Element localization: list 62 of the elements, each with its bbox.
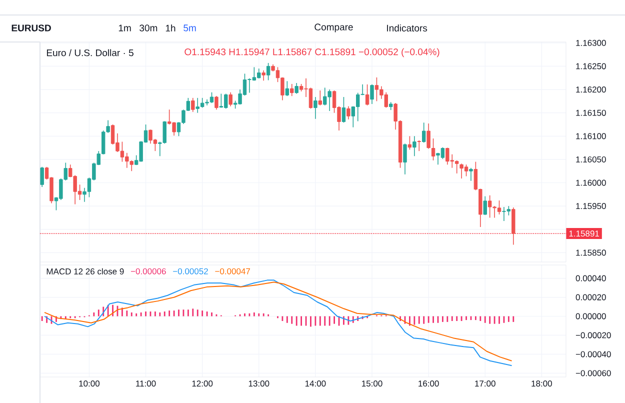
x-tick-label: 10:00 — [79, 380, 100, 387]
candlestick — [214, 96, 218, 110]
x-tick-label: 18:00 — [532, 380, 552, 387]
y-tick-label: −0.00060 — [576, 370, 611, 376]
x-tick-label: 11:00 — [136, 380, 156, 387]
y-tick-label: 1.15850 — [576, 250, 606, 256]
candlestick — [346, 106, 350, 120]
y-tick-label: −0.00040 — [576, 351, 611, 358]
text: O1.15943 H1.15947 L1.15867 C1.15891 −0.00052 (−0.04%) — [184, 48, 440, 58]
x-tick-label: 12:00 — [192, 380, 213, 387]
ref-line-label: 1.15891 — [569, 230, 599, 237]
y-tick-label: 1.16200 — [576, 86, 606, 93]
x-tick-label: 17:00 — [475, 380, 496, 387]
candlestick — [294, 82, 298, 94]
series-label: −0.00047 — [215, 268, 250, 274]
text: 1m — [118, 24, 131, 32]
candlestick — [426, 123, 430, 150]
y-tick-label: 0.00020 — [576, 294, 606, 300]
candlestick — [431, 138, 436, 161]
candlestick — [40, 166, 44, 188]
x-tick-label: 13:00 — [248, 380, 270, 387]
candlestick — [228, 92, 232, 107]
candlestick — [266, 62, 270, 81]
candlestick — [290, 84, 294, 96]
y-tick-label: 1.16000 — [576, 180, 606, 186]
text: −0.00006 — [130, 268, 166, 274]
y-tick-label: 1.15950 — [576, 203, 606, 210]
text: 1h — [166, 24, 176, 32]
text: EURUSD — [12, 24, 51, 32]
candlestick — [318, 90, 322, 106]
text: Compare — [314, 24, 353, 32]
text: Euro / U.S. Dollar · 5 — [46, 49, 134, 56]
candlestick — [422, 122, 426, 144]
candlestick — [191, 98, 195, 112]
x-tick-label: 16:00 — [418, 380, 439, 387]
y-tick-label: 1.16100 — [576, 133, 606, 140]
candlestick — [365, 84, 370, 106]
candlestick — [469, 167, 473, 182]
y-tick-label: 1.16050 — [576, 156, 606, 162]
x-tick-label: 15:00 — [362, 380, 382, 387]
candlestick — [412, 136, 416, 157]
y-tick-label: 1.16150 — [576, 110, 606, 116]
y-tick-label: 0.00000 — [576, 313, 606, 320]
series-label: −0.00052 — [173, 268, 208, 274]
candlestick — [483, 196, 487, 216]
candlestick — [408, 136, 412, 150]
candlestick — [285, 80, 290, 96]
x-tick-label: 14:00 — [305, 380, 326, 387]
text: 5m — [184, 24, 196, 32]
candlestick — [262, 70, 266, 82]
candlestick — [417, 140, 421, 152]
chart-title: MACD 12 26 close 9 — [46, 268, 124, 274]
y-tick-label: 0.00040 — [576, 275, 606, 282]
y-tick-label: −0.00020 — [576, 332, 611, 338]
candlestick — [314, 96, 318, 120]
y-tick-label: 1.16250 — [576, 63, 606, 70]
text: 30m — [140, 24, 158, 32]
candlestick — [342, 96, 346, 124]
text: Indicators — [387, 24, 428, 32]
candlestick — [370, 84, 374, 104]
candlestick — [403, 143, 407, 175]
y-tick-label: 1.16300 — [576, 40, 606, 46]
